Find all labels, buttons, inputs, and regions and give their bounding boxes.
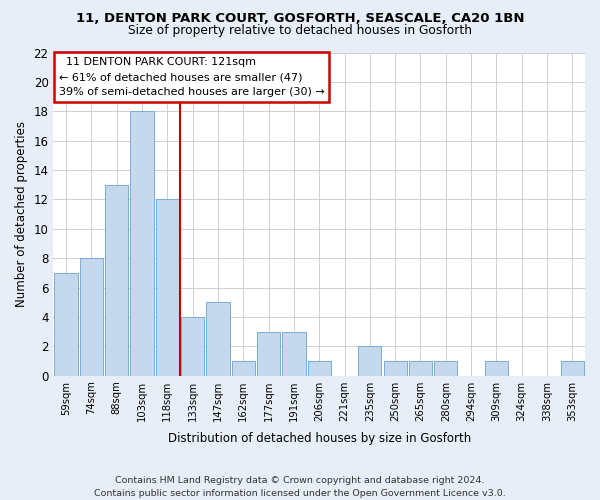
Bar [105,184,128,376]
Bar [358,346,382,376]
Bar [282,332,305,376]
Bar [130,112,154,376]
X-axis label: Distribution of detached houses by size in Gosforth: Distribution of detached houses by size … [167,432,471,445]
Text: Contains HM Land Registry data © Crown copyright and database right 2024.
Contai: Contains HM Land Registry data © Crown c… [94,476,506,498]
Bar [155,200,179,376]
Bar [434,361,457,376]
Bar [257,332,280,376]
Bar [55,273,78,376]
Text: Size of property relative to detached houses in Gosforth: Size of property relative to detached ho… [128,24,472,37]
Bar [206,302,230,376]
Bar [383,361,407,376]
Text: 11, DENTON PARK COURT, GOSFORTH, SEASCALE, CA20 1BN: 11, DENTON PARK COURT, GOSFORTH, SEASCAL… [76,12,524,26]
Y-axis label: Number of detached properties: Number of detached properties [15,121,28,307]
Text: 11 DENTON PARK COURT: 121sqm
← 61% of detached houses are smaller (47)
39% of se: 11 DENTON PARK COURT: 121sqm ← 61% of de… [59,58,325,97]
Bar [80,258,103,376]
Bar [232,361,255,376]
Bar [409,361,432,376]
Bar [485,361,508,376]
Bar [308,361,331,376]
Bar [560,361,584,376]
Bar [181,317,204,376]
